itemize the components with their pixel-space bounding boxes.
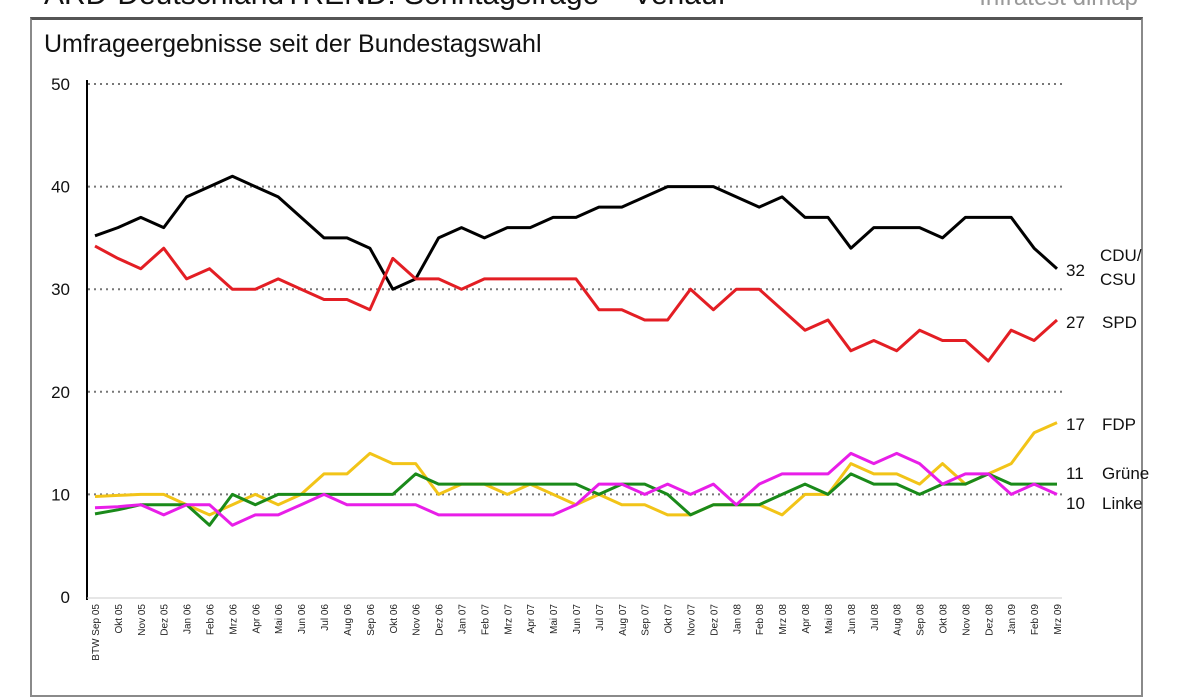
series-line-cducsu (94, 174, 1059, 291)
x-tick-label: Dez 07 (709, 604, 720, 636)
x-tick-label: Jan 08 (732, 604, 743, 634)
x-tick-label: Mai 08 (824, 604, 835, 634)
x-tick-label: Aug 07 (618, 604, 629, 636)
x-tick-label: Nov 07 (687, 604, 698, 636)
x-tick-label: Apr 08 (801, 604, 812, 634)
end-value-label: 10 (1066, 494, 1085, 513)
x-tick-label: Okt 06 (389, 604, 400, 634)
x-tick-label: Nov 06 (412, 604, 423, 636)
x-tick-label: Okt 05 (114, 604, 125, 634)
x-tick-label: Feb 09 (1030, 604, 1041, 636)
series-line-fdp (94, 421, 1058, 517)
y-tick-label: 30 (51, 280, 70, 299)
end-value-label: 17 (1066, 415, 1085, 434)
series-label: CDU/ (1100, 246, 1142, 265)
x-tick-label: Dez 06 (435, 604, 446, 636)
x-tick-label: Jan 07 (457, 604, 468, 634)
x-tick-label: Nov 05 (137, 604, 148, 636)
series-label: Grüne (1102, 464, 1149, 483)
series-line-linke (94, 451, 1058, 527)
x-tick-label: Mrz 06 (228, 604, 239, 635)
series-label: SPD (1102, 313, 1137, 332)
x-tick-label: Mai 06 (274, 604, 285, 634)
x-tick-label: Jan 09 (1007, 604, 1018, 634)
y-tick-label: 0 (61, 588, 70, 607)
x-tick-label: Mrz 09 (1053, 604, 1064, 635)
x-tick-label: Aug 08 (893, 604, 904, 636)
x-tick-label: Feb 06 (206, 604, 217, 636)
x-tick-label: Sep 07 (641, 604, 652, 636)
y-tick-label: 50 (51, 75, 70, 94)
chart-subtitle: Umfrageergebnisse seit der Bundestagswah… (44, 30, 542, 58)
x-tick-label: Jun 06 (297, 604, 308, 634)
x-tick-label: Mrz 07 (503, 604, 514, 635)
end-value-label: 32 (1066, 261, 1085, 280)
x-tick-label: Apr 06 (251, 604, 262, 634)
x-tick-label: Jun 07 (572, 604, 583, 634)
series-label: Linke (1102, 494, 1143, 513)
series-line-grne (94, 472, 1057, 527)
source-label: Infratest dimap (979, 0, 1138, 12)
series-line-spd (94, 244, 1059, 363)
series-label: CSU (1100, 270, 1136, 289)
x-tick-label: Sep 08 (916, 604, 927, 636)
y-tick-label: 20 (51, 383, 70, 402)
x-tick-label: Apr 07 (526, 604, 537, 634)
x-tick-label: Aug 06 (343, 604, 354, 636)
x-tick-label: Jan 06 (183, 604, 194, 634)
series-label: FDP (1102, 415, 1136, 434)
x-tick-label: Mai 07 (549, 604, 560, 634)
x-tick-label: Jul 08 (870, 604, 881, 631)
x-tick-label: Okt 08 (938, 604, 949, 634)
x-tick-label: Jun 08 (847, 604, 858, 634)
x-tick-label: BTW Sep 05 (91, 604, 102, 661)
x-tick-label: Mrz 08 (778, 604, 789, 635)
end-value-label: 27 (1066, 313, 1085, 332)
x-tick-label: Dez 05 (160, 604, 171, 636)
x-tick-label: Jul 06 (320, 604, 331, 631)
x-tick-label: Okt 07 (664, 604, 675, 634)
line-chart: 0 10 20 30 40 50 BTW Sep 05 Okt 05 Nov 05 Dez 05 J… (51, 75, 1149, 661)
end-value-label: 11 (1066, 464, 1084, 483)
x-tick-label: Jul 07 (595, 604, 606, 631)
x-tick-label: Nov 08 (961, 604, 972, 636)
x-tick-label: Feb 08 (755, 604, 766, 636)
x-tick-label: Feb 07 (480, 604, 491, 636)
x-tick-label: Sep 06 (366, 604, 377, 636)
x-tick-label: Dez 08 (984, 604, 995, 636)
y-tick-label: 40 (51, 178, 70, 197)
y-tick-label: 10 (51, 485, 70, 504)
chart-title: ARD-DeutschlandTREND: Sonntagsfrage – Ve… (44, 0, 726, 12)
